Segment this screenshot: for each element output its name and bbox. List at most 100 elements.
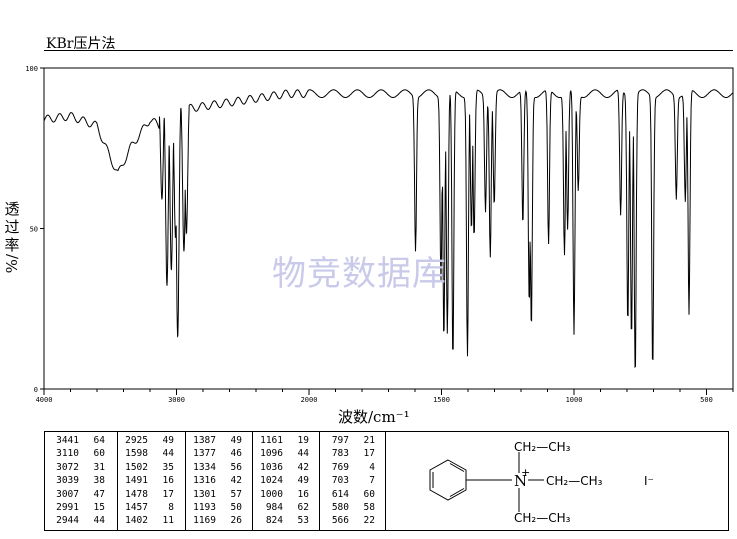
spectrum-line: [43, 89, 734, 369]
peak-row: 2925 49: [116, 434, 174, 447]
peak-row: 614 60: [317, 488, 375, 501]
peak-transmittance: 60: [363, 488, 375, 500]
peak-transmittance: 16: [162, 475, 174, 487]
peak-row: 1316 42: [184, 474, 242, 487]
peak-row: 1169 26: [184, 514, 242, 527]
peak-row: 824 53: [251, 514, 309, 527]
peak-transmittance: 15: [93, 502, 105, 514]
right-ethyl: CH₂—CH₃: [546, 474, 603, 488]
peak-transmittance: 17: [363, 448, 375, 460]
charge-sign: +: [521, 466, 530, 479]
peak-row: 1387 49: [184, 434, 242, 447]
peak-row: 2944 44: [47, 514, 105, 527]
peak-row: 1502 35: [116, 461, 174, 474]
peak-wavenumber: 3441: [56, 435, 79, 446]
peak-wavenumber: 824: [265, 515, 283, 527]
ring-double-bond: [449, 488, 465, 497]
x-tick-label: 3000: [168, 396, 185, 404]
bottom-ethyl: CH₂—CH₃: [514, 511, 571, 525]
peak-wavenumber: 614: [331, 488, 349, 500]
peak-transmittance: 44: [162, 448, 174, 460]
column-divider: [117, 432, 118, 530]
peak-row: 2991 15: [47, 501, 105, 514]
peak-transmittance: 47: [93, 488, 105, 500]
peak-row: 580 58: [317, 501, 375, 514]
peak-wavenumber: 1000: [260, 488, 283, 500]
peak-wavenumber: 1334: [193, 461, 216, 473]
peak-row: 1334 56: [184, 461, 242, 474]
y-tick-label: 50: [30, 226, 38, 234]
peak-transmittance: 8: [168, 502, 174, 514]
peak-row: 1000 16: [251, 488, 309, 501]
peak-wavenumber: 1491: [125, 475, 148, 487]
peak-wavenumber: 1402: [125, 515, 148, 527]
peak-transmittance: 16: [297, 488, 309, 500]
peak-wavenumber: 3072: [56, 461, 79, 473]
top-ethyl: CH₂—CH₃: [514, 440, 571, 454]
y-axis-label-char: 过: [4, 218, 20, 236]
peak-row: 3039 38: [47, 474, 105, 487]
benzene-ring: [429, 459, 467, 501]
peak-wavenumber: 1036: [260, 461, 283, 473]
peak-transmittance: 19: [297, 435, 309, 446]
peak-wavenumber: 1598: [125, 448, 148, 460]
ring-double-bond: [449, 463, 465, 472]
peak-wavenumber: 1478: [125, 488, 148, 500]
peak-row: 3072 31: [47, 461, 105, 474]
peak-transmittance: 44: [297, 448, 309, 460]
x-tick-label: 4000: [36, 396, 53, 404]
peak-transmittance: 35: [162, 461, 174, 473]
title-rule: [44, 50, 733, 51]
peak-wavenumber: 1193: [193, 502, 216, 514]
peak-transmittance: 42: [297, 461, 309, 473]
peak-wavenumber: 2925: [125, 435, 148, 446]
x-tick-label: 1000: [566, 396, 583, 404]
peak-row: 783 17: [317, 447, 375, 460]
peak-column: 3441 64 3110 60 3072 31 3039 38 3007 47 2991 15 2944…: [47, 434, 105, 528]
peak-row: 703 7: [317, 474, 375, 487]
y-axis-label-char: 透: [4, 200, 20, 218]
peak-transmittance: 44: [93, 515, 105, 527]
peak-transmittance: 56: [230, 461, 242, 473]
column-divider: [252, 432, 253, 530]
peak-wavenumber: 2944: [56, 515, 79, 527]
peak-row: 1491 16: [116, 474, 174, 487]
y-axis-label-unit: %/: [3, 254, 21, 274]
peak-row: 984 62: [251, 501, 309, 514]
peak-row: 3441 64: [47, 434, 105, 447]
peak-wavenumber: 1024: [260, 475, 283, 487]
x-axis-label: 波数/cm⁻¹: [338, 408, 410, 426]
iodide-anion: I⁻: [644, 474, 654, 488]
column-divider: [185, 432, 186, 530]
peak-column: 1161 19 1096 44 1036 42 1024 49 1000 16 984 62 824 53: [251, 434, 309, 528]
peak-row: 566 22: [317, 514, 375, 527]
peak-transmittance: 7: [369, 475, 375, 487]
peak-wavenumber: 1502: [125, 461, 148, 473]
peak-wavenumber: 3110: [56, 448, 79, 460]
x-tick-label: 1500: [433, 396, 450, 404]
peak-wavenumber: 566: [331, 515, 349, 527]
peak-wavenumber: 1316: [193, 475, 216, 487]
peak-row: 1478 17: [116, 488, 174, 501]
peak-row: 1598 44: [116, 447, 174, 460]
peak-transmittance: 49: [230, 435, 242, 446]
peak-wavenumber: 1301: [193, 488, 216, 500]
peak-wavenumber: 783: [331, 448, 349, 460]
peak-wavenumber: 3007: [56, 488, 79, 500]
peak-transmittance: 22: [363, 515, 375, 527]
peak-row: 1402 11: [116, 514, 174, 527]
peak-transmittance: 60: [93, 448, 105, 460]
peak-row: 1161 19: [251, 434, 309, 447]
peak-transmittance: 58: [363, 502, 375, 514]
structure-diagram: N + CH₂—CH₃ CH₂—CH₃ CH₂—CH₃ I⁻: [429, 440, 654, 525]
peak-transmittance: 50: [230, 502, 242, 514]
peak-transmittance: 4: [369, 461, 375, 473]
peak-transmittance: 21: [363, 435, 375, 446]
peak-transmittance: 42: [230, 475, 242, 487]
peak-transmittance: 46: [230, 448, 242, 460]
y-axis-label-char: 率: [4, 236, 20, 254]
peak-row: 1193 50: [184, 501, 242, 514]
peak-column: 1387 49 1377 46 1334 56 1316 42 1301 57 1193 50 1169…: [184, 434, 242, 528]
peak-transmittance: 17: [162, 488, 174, 500]
peak-row: 3007 47: [47, 488, 105, 501]
